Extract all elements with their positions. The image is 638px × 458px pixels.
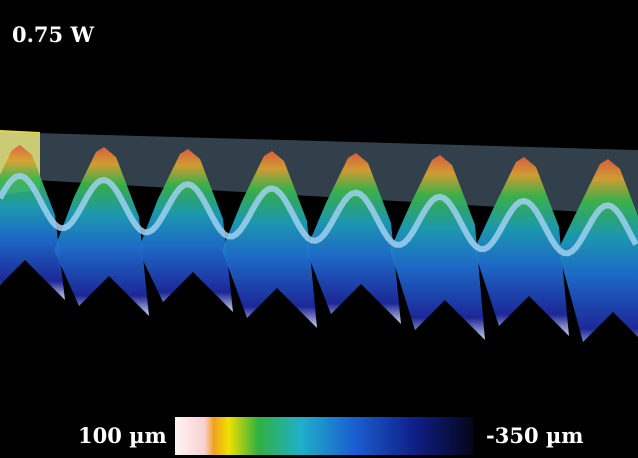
colorbar-max-label: 100 µm bbox=[78, 423, 167, 448]
section-plane bbox=[0, 132, 638, 215]
surface-ridge bbox=[54, 147, 149, 316]
power-label: 0.75 W bbox=[12, 22, 95, 47]
surface-ridge bbox=[390, 155, 485, 340]
profile-line bbox=[0, 172, 638, 257]
colorbar-min-label: -350 µm bbox=[486, 423, 584, 448]
surface-ridge bbox=[558, 159, 638, 342]
surface-ridge bbox=[222, 151, 317, 328]
colorbar bbox=[175, 417, 473, 455]
surface-ridge bbox=[138, 149, 233, 312]
surface-ridge bbox=[474, 157, 569, 336]
surface-ridge bbox=[306, 153, 401, 324]
surface-ridge bbox=[0, 145, 65, 300]
